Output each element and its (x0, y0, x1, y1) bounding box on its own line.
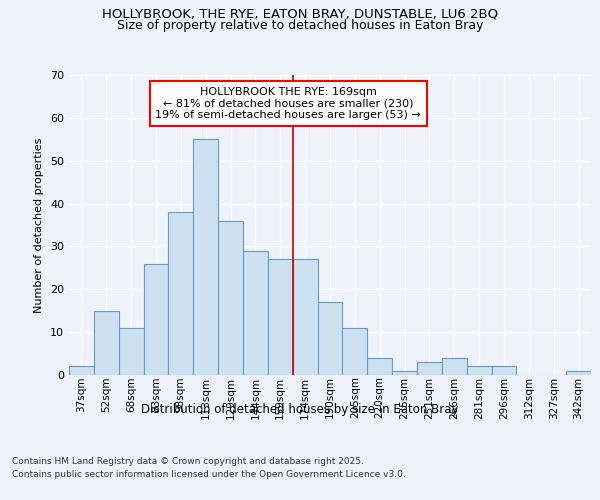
Bar (119, 328, 143, 375)
Text: Distribution of detached houses by size in Eaton Bray: Distribution of detached houses by size … (141, 402, 459, 415)
Bar (343, 328, 367, 375)
Bar (94, 310, 119, 375)
Bar (566, 370, 591, 375)
Bar (169, 212, 193, 375)
Bar (218, 220, 243, 375)
Bar (442, 358, 467, 375)
Bar (69, 366, 94, 375)
Y-axis label: Number of detached properties: Number of detached properties (34, 138, 44, 312)
Bar (293, 260, 317, 375)
Text: Contains public sector information licensed under the Open Government Licence v3: Contains public sector information licen… (12, 470, 406, 479)
Text: HOLLYBROOK, THE RYE, EATON BRAY, DUNSTABLE, LU6 2BQ: HOLLYBROOK, THE RYE, EATON BRAY, DUNSTAB… (102, 8, 498, 20)
Bar (268, 260, 293, 375)
Bar (491, 366, 517, 375)
Bar (143, 264, 169, 375)
Text: HOLLYBROOK THE RYE: 169sqm
← 81% of detached houses are smaller (230)
19% of sem: HOLLYBROOK THE RYE: 169sqm ← 81% of deta… (155, 87, 421, 120)
Bar (193, 140, 218, 375)
Bar (243, 250, 268, 375)
Bar (467, 366, 491, 375)
Text: Size of property relative to detached houses in Eaton Bray: Size of property relative to detached ho… (117, 18, 483, 32)
Text: Contains HM Land Registry data © Crown copyright and database right 2025.: Contains HM Land Registry data © Crown c… (12, 458, 364, 466)
Bar (317, 302, 343, 375)
Bar (367, 358, 392, 375)
Bar (392, 370, 417, 375)
Bar (417, 362, 442, 375)
